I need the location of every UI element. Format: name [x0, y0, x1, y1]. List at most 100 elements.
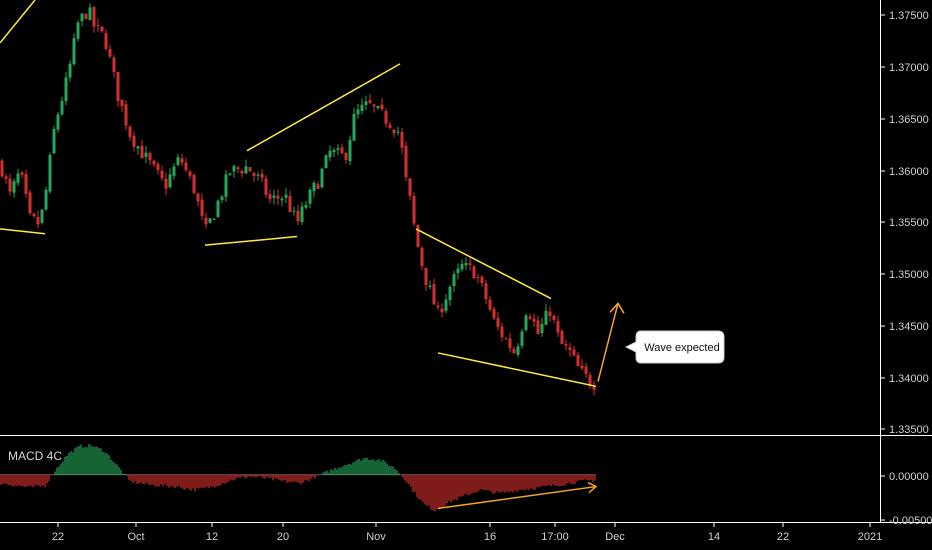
- candle-body: [200, 199, 204, 216]
- candle-body: [172, 166, 176, 176]
- candle-body: [36, 216, 40, 225]
- candle-body: [496, 318, 500, 327]
- candle-body: [212, 218, 216, 220]
- candle-body: [304, 204, 308, 208]
- candle-body: [96, 25, 100, 27]
- candle-body: [460, 264, 464, 270]
- trendline[interactable]: [204, 235, 298, 246]
- candle-body: [180, 158, 184, 163]
- candle-body: [464, 262, 468, 266]
- candle-body: [444, 299, 448, 311]
- candle-body: [292, 210, 296, 212]
- candle-body: [284, 194, 288, 198]
- candle-body: [512, 348, 516, 354]
- candle-body: [100, 26, 104, 32]
- candle-body: [432, 284, 436, 305]
- candle-body: [508, 338, 512, 349]
- candle-body: [300, 206, 304, 223]
- macd-divergence-line[interactable]: [437, 485, 597, 510]
- candle-body: [520, 331, 524, 346]
- candle-body: [252, 173, 256, 176]
- candle-body: [256, 174, 260, 176]
- time-tick-label: 16: [484, 531, 496, 543]
- trendline[interactable]: [0, 0, 36, 44]
- candle-body: [288, 195, 292, 212]
- candle-body: [248, 167, 252, 172]
- candle-body: [344, 152, 348, 161]
- candle-body: [260, 173, 264, 178]
- time-tick-label: 22: [777, 531, 789, 543]
- candle-body: [276, 195, 280, 199]
- candle-body: [140, 145, 144, 159]
- candle-body: [240, 170, 244, 174]
- candle-body: [392, 129, 396, 134]
- candle-body: [104, 33, 108, 50]
- candle-body: [76, 22, 80, 39]
- candle-body: [32, 213, 36, 217]
- price-tick-label: 1.37500: [889, 10, 929, 22]
- trendline[interactable]: [437, 352, 597, 388]
- candle-body: [272, 195, 276, 198]
- candle-body: [208, 218, 212, 223]
- candle-body: [80, 13, 84, 22]
- price-tick-label: 1.33500: [889, 424, 929, 436]
- candle-body: [24, 174, 28, 194]
- wave-callout[interactable]: Wave expected: [624, 330, 725, 364]
- candle-body: [352, 113, 356, 141]
- price-tick-label: 1.35500: [889, 217, 929, 229]
- candle-body: [324, 155, 328, 168]
- candle-body: [320, 168, 324, 188]
- trendline[interactable]: [415, 228, 552, 300]
- candle-body: [148, 152, 152, 161]
- price-tick-label: 1.37000: [889, 62, 929, 74]
- candle-body: [576, 355, 580, 367]
- candle-body: [504, 338, 508, 340]
- candle-body: [40, 209, 44, 223]
- time-tick-label: 2021: [858, 531, 882, 543]
- candle-body: [484, 283, 488, 300]
- callout-text: Wave expected: [644, 342, 719, 354]
- callout-bubble: [624, 330, 725, 364]
- candle-body: [8, 178, 12, 192]
- price-tick-label: 1.35000: [889, 269, 929, 281]
- candle-body: [64, 77, 68, 102]
- candle-body: [316, 184, 320, 189]
- candle-body: [588, 374, 592, 387]
- candle-body: [560, 330, 564, 345]
- candle-body: [532, 318, 536, 322]
- candle-body: [528, 316, 532, 319]
- time-tick-label: 22: [52, 531, 64, 543]
- candle-body: [368, 99, 372, 104]
- candle-body: [120, 99, 124, 107]
- candle-body: [592, 385, 596, 390]
- candle-body: [440, 308, 444, 313]
- candle-body: [436, 305, 440, 308]
- projection-arrow-shaft[interactable]: [597, 303, 619, 382]
- candle-body: [160, 170, 164, 179]
- trendlines: [0, 0, 597, 388]
- candle-body: [492, 308, 496, 319]
- candle-body: [308, 189, 312, 204]
- candle-body: [132, 136, 136, 147]
- candle-body: [196, 193, 200, 202]
- time-tick-label: 17:00: [541, 531, 569, 543]
- trendline[interactable]: [246, 63, 401, 152]
- time-tick-label: Nov: [366, 531, 386, 543]
- candle-body: [564, 343, 568, 346]
- candle-body: [112, 57, 116, 72]
- candle-body: [68, 63, 72, 78]
- candle-body: [548, 311, 552, 317]
- candle-body: [168, 174, 172, 188]
- candle-body: [192, 174, 196, 194]
- candle-body: [236, 167, 240, 170]
- trendline[interactable]: [0, 228, 46, 235]
- candle-body: [28, 192, 32, 214]
- candle-body: [388, 124, 392, 128]
- time-tick-label: 20: [277, 531, 289, 543]
- time-tick-label: 12: [206, 531, 218, 543]
- candle-body: [480, 276, 484, 283]
- macd-tick-label: 0.00000: [889, 471, 929, 483]
- candle-body: [188, 171, 192, 176]
- candle-body: [0, 160, 4, 177]
